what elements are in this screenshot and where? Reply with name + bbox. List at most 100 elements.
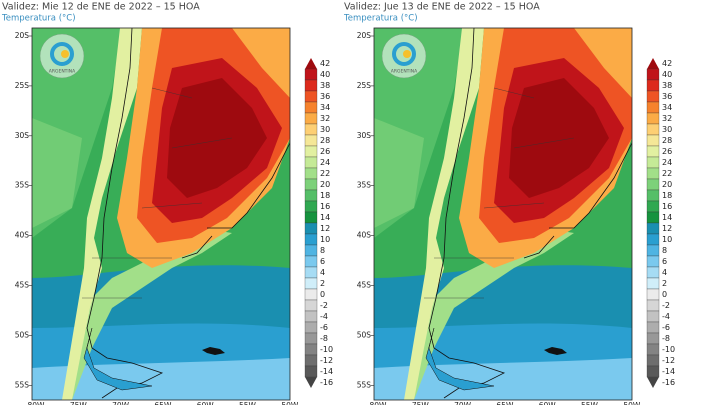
colorbar-segment bbox=[646, 299, 660, 312]
colorbar-segment bbox=[304, 266, 318, 279]
colorbar-label: 12 bbox=[662, 224, 672, 233]
lat-label: 45S bbox=[357, 281, 372, 290]
colorbar-label: 14 bbox=[662, 213, 672, 222]
colorbar-segment bbox=[304, 189, 318, 202]
panel-title: Validez: Mie 12 de ENE de 2022 – 15 HOA bbox=[2, 2, 200, 13]
colorbar-segment bbox=[305, 58, 317, 69]
colorbar-label: 36 bbox=[320, 92, 330, 101]
colorbar-segment bbox=[646, 244, 660, 257]
colorbar-label: 2 bbox=[320, 279, 325, 288]
colorbar-label: 34 bbox=[320, 103, 330, 112]
lat-label: 35S bbox=[15, 181, 30, 190]
logo-text: ARGENTINA bbox=[391, 69, 418, 75]
colorbar-label: 32 bbox=[320, 114, 330, 123]
colorbar-segment bbox=[646, 343, 660, 356]
colorbar-label: 16 bbox=[662, 202, 672, 211]
colorbar-segment bbox=[646, 222, 660, 235]
lat-label: 30S bbox=[357, 131, 372, 140]
colorbar-label: -2 bbox=[320, 301, 328, 310]
colorbar-segment bbox=[304, 321, 318, 334]
lat-label: 25S bbox=[357, 81, 372, 90]
colorbar-segment bbox=[304, 68, 318, 81]
colorbar-segment bbox=[646, 354, 660, 367]
colorbar-segment bbox=[646, 365, 660, 378]
colorbar-segment bbox=[304, 211, 318, 224]
map-shapes bbox=[374, 28, 632, 400]
colorbar-segment bbox=[646, 134, 660, 147]
lat-label: 20S bbox=[15, 31, 30, 40]
colorbar-label: 40 bbox=[320, 70, 330, 79]
colorbar-segment bbox=[304, 90, 318, 103]
colorbar-label: 8 bbox=[662, 246, 667, 255]
lat-label: 45S bbox=[15, 281, 30, 290]
colorbar-segment bbox=[646, 90, 660, 103]
colorbar-label: -12 bbox=[662, 356, 675, 365]
colorbar-label: -14 bbox=[662, 367, 675, 376]
map: ARGENTINA bbox=[373, 27, 633, 401]
map-art bbox=[374, 28, 632, 400]
lat-label: 35S bbox=[357, 181, 372, 190]
colorbar-label: 30 bbox=[662, 125, 672, 134]
colorbar-label: 34 bbox=[662, 103, 672, 112]
map-frame bbox=[373, 27, 633, 401]
logo-ring bbox=[50, 42, 74, 66]
colorbar-segment bbox=[304, 288, 318, 301]
colorbar-segment bbox=[646, 255, 660, 268]
map-art bbox=[32, 28, 290, 400]
lon-label: 50W bbox=[281, 401, 299, 405]
colorbar-segment bbox=[646, 288, 660, 301]
lat-label: 40S bbox=[357, 231, 372, 240]
colorbar-segment bbox=[646, 310, 660, 323]
lon-label: 80W bbox=[28, 401, 46, 405]
colorbar-label: 42 bbox=[662, 59, 672, 68]
colorbar-label: 40 bbox=[662, 70, 672, 79]
colorbar-segment bbox=[304, 233, 318, 246]
colorbar-segment bbox=[646, 167, 660, 180]
colorbar-segment bbox=[646, 200, 660, 213]
panel-subtitle: Temperatura (°C) bbox=[343, 14, 418, 24]
colorbar-segment bbox=[304, 310, 318, 323]
colorbar-label: -4 bbox=[662, 312, 670, 321]
colorbar-label: -12 bbox=[320, 356, 333, 365]
colorbar-label: 2 bbox=[662, 279, 667, 288]
colorbar-segment bbox=[304, 365, 318, 378]
lat-label: 40S bbox=[15, 231, 30, 240]
colorbar-label: -10 bbox=[662, 345, 675, 354]
colorbar-label: 38 bbox=[662, 81, 672, 90]
map-panel: Validez: Mie 12 de ENE de 2022 – 15 HOAT… bbox=[1, 2, 333, 409]
colorbar-segment bbox=[304, 156, 318, 169]
colorbar-label: -8 bbox=[320, 334, 328, 343]
colorbar-label: 0 bbox=[662, 290, 667, 299]
colorbar-segment bbox=[304, 222, 318, 235]
lon-label: 70W bbox=[112, 401, 130, 405]
lon-label: 60W bbox=[197, 401, 215, 405]
map-panel: Validez: Jue 13 de ENE de 2022 – 15 HOAT… bbox=[343, 2, 675, 409]
colorbar-label: 10 bbox=[662, 235, 672, 244]
colorbar-label: 30 bbox=[320, 125, 330, 134]
colorbar-label: 8 bbox=[320, 246, 325, 255]
colorbar-segment bbox=[304, 332, 318, 345]
colorbar-label: -16 bbox=[662, 378, 675, 387]
colorbar-segment bbox=[646, 211, 660, 224]
lon-label: 70W bbox=[454, 401, 472, 405]
colorbar-label: -2 bbox=[662, 301, 670, 310]
colorbar-segment bbox=[646, 266, 660, 279]
lat-label: 55S bbox=[357, 380, 372, 389]
lon-label: 65W bbox=[154, 401, 172, 405]
colorbar-segment bbox=[646, 79, 660, 92]
colorbar-segment bbox=[304, 244, 318, 257]
map: ARGENTINA bbox=[31, 27, 291, 401]
colorbar-segment bbox=[646, 145, 660, 158]
lat-label: 20S bbox=[357, 31, 372, 40]
colorbar-segment bbox=[646, 68, 660, 81]
map-frame bbox=[31, 27, 291, 401]
colorbar-segment bbox=[304, 101, 318, 114]
colorbar-label: 26 bbox=[662, 147, 672, 156]
map-shapes bbox=[32, 28, 290, 400]
colorbar-segment bbox=[646, 178, 660, 191]
colorbar-label: 16 bbox=[320, 202, 330, 211]
colorbar-label: 36 bbox=[662, 92, 672, 101]
logo-sun bbox=[403, 50, 411, 58]
colorbar-segment bbox=[304, 134, 318, 147]
colorbar-segment bbox=[646, 112, 660, 125]
